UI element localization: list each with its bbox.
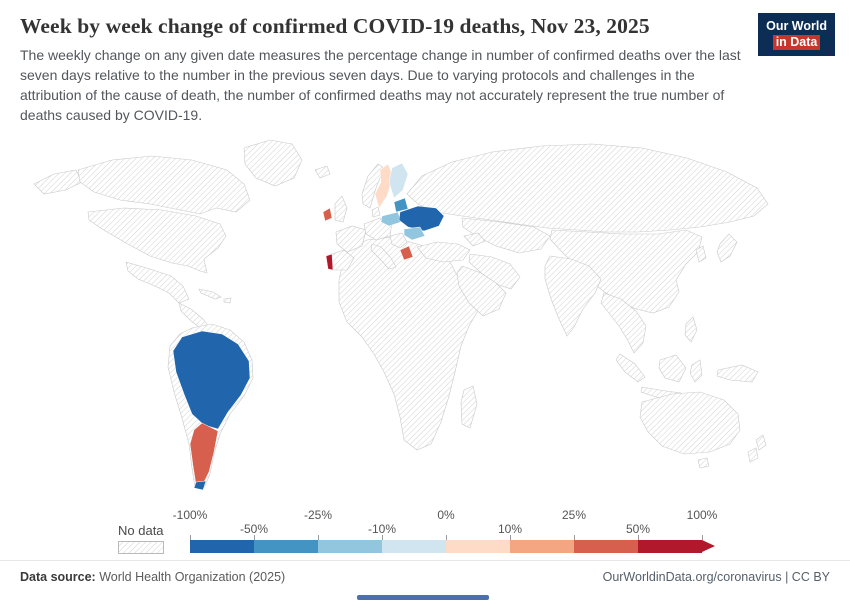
legend-color-segment[interactable] — [318, 539, 382, 553]
landmass-russia-siberia[interactable] — [406, 143, 769, 232]
country-baltic-states[interactable] — [393, 197, 409, 212]
footer-link[interactable]: OurWorldinData.org/coronavirus | CC BY — [602, 570, 830, 584]
legend-colorbar-wrap: -100% -50% -25% -10% 0% 10% 25% 50% 100% — [173, 507, 717, 554]
landmass-new-zealand-north[interactable] — [755, 434, 767, 450]
legend-tick-mark — [510, 534, 511, 540]
legend-color-segment[interactable] — [190, 539, 254, 553]
landmass-new-guinea[interactable] — [716, 364, 759, 382]
legend-colorbar — [190, 539, 702, 553]
landmass-new-zealand-south[interactable] — [747, 447, 759, 462]
country-portugal[interactable] — [325, 253, 334, 270]
timeline-scrollbar[interactable] — [357, 595, 489, 600]
landmass-sumatra[interactable] — [615, 353, 646, 382]
legend-arrow — [702, 539, 715, 552]
owid-logo[interactable]: Our World in Data — [758, 13, 835, 57]
world-map-svg — [33, 139, 769, 490]
owid-logo-line2: in Data — [775, 34, 818, 49]
landmass-sulawesi[interactable] — [689, 358, 703, 382]
country-region-brazil-andes[interactable] — [172, 330, 251, 429]
landmass-france[interactable] — [335, 225, 367, 252]
owid-logo-accent: in Data — [772, 34, 821, 51]
landmass-central-asia[interactable] — [461, 217, 551, 253]
landmass-usa[interactable] — [87, 207, 227, 273]
landmass-hispaniola[interactable] — [223, 297, 232, 303]
legend-tick-label: 50% — [625, 521, 651, 536]
landmass-italy[interactable] — [370, 243, 397, 269]
country-ukraine[interactable] — [398, 205, 445, 231]
chart-subtitle: The weekly change on any given date meas… — [20, 47, 741, 123]
legend-no-data-label: No data — [118, 522, 164, 538]
landmass-turkey[interactable] — [416, 241, 471, 262]
legend-tick-mark — [446, 534, 447, 540]
landmass-great-britain[interactable] — [334, 194, 348, 222]
legend-color-segment[interactable] — [510, 539, 574, 553]
data-source: Data source: World Health Organization (… — [20, 570, 285, 584]
legend-tick-mark — [382, 534, 383, 540]
landmass-denmark[interactable] — [371, 206, 381, 217]
country-region-tierra-del-fuego[interactable] — [193, 480, 207, 490]
legend-color-segment[interactable] — [446, 539, 510, 553]
owid-logo-line1: Our World — [766, 19, 827, 33]
country-romania[interactable] — [403, 226, 426, 240]
legend-tick-mark — [318, 534, 319, 540]
landmass-tasmania[interactable] — [697, 457, 710, 468]
landmass-indochina[interactable] — [600, 292, 647, 354]
landmass-norway[interactable] — [361, 163, 385, 208]
country-greece[interactable] — [399, 245, 414, 260]
landmass-caucasus[interactable] — [463, 232, 486, 246]
legend-tick-label: 10% — [497, 521, 523, 536]
landmass-philippines[interactable] — [684, 315, 698, 343]
legend-tick-mark — [190, 534, 191, 540]
legend-color-segment[interactable] — [254, 539, 318, 553]
landmass-madagascar[interactable] — [460, 385, 478, 428]
chart-footer: Data source: World Health Organization (… — [0, 560, 850, 584]
landmass-cuba[interactable] — [198, 288, 222, 299]
landmass-iran[interactable] — [468, 253, 521, 289]
landmass-india[interactable] — [544, 255, 602, 337]
legend-tick-label: 0% — [437, 507, 455, 522]
legend-tick-label: -25% — [303, 507, 333, 522]
landmass-korea[interactable] — [695, 245, 707, 262]
legend-tick-label: -100% — [172, 507, 208, 522]
legend-tick-label: 25% — [561, 507, 587, 522]
landmass-greenland[interactable] — [243, 139, 303, 186]
chart-header: Week by week change of confirmed COVID-1… — [0, 0, 850, 126]
legend-tick-mark — [254, 534, 255, 540]
data-source-text: World Health Organization (2025) — [95, 570, 286, 584]
legend-color-segment[interactable] — [574, 539, 638, 553]
landmass-borneo[interactable] — [658, 354, 687, 382]
legend-tick-label: 100% — [686, 507, 718, 522]
legend-tick-mark — [574, 534, 575, 540]
landmass-alaska[interactable] — [33, 169, 83, 194]
landmass-arabia[interactable] — [456, 265, 507, 316]
landmass-mexico[interactable] — [125, 261, 190, 303]
legend-color-segment[interactable] — [382, 539, 446, 553]
landmass-canada[interactable] — [77, 155, 251, 214]
country-poland[interactable] — [380, 211, 402, 226]
legend-color-segment[interactable] — [638, 539, 702, 553]
legend-no-data: No data — [118, 523, 164, 554]
map-legend: No data -100% -50% -25% -10% 0% 10% 25% 50% 100% — [118, 506, 850, 554]
landmass-balkans[interactable] — [389, 232, 408, 248]
legend-tick-label: -10% — [367, 521, 397, 536]
legend-no-data-swatch[interactable] — [118, 540, 164, 554]
world-map — [0, 130, 850, 498]
legend-tick-label: -50% — [239, 521, 269, 536]
country-sweden[interactable] — [374, 163, 394, 209]
landmass-iceland[interactable] — [314, 165, 331, 178]
chart-title: Week by week change of confirmed COVID-1… — [20, 14, 650, 38]
data-source-label: Data source: — [20, 570, 96, 584]
legend-tick-mark — [702, 534, 703, 540]
landmass-australia[interactable] — [639, 391, 741, 454]
country-finland[interactable] — [388, 162, 409, 198]
legend-tick-mark — [638, 534, 639, 540]
landmass-japan[interactable] — [716, 233, 738, 262]
country-ireland[interactable] — [322, 207, 333, 221]
